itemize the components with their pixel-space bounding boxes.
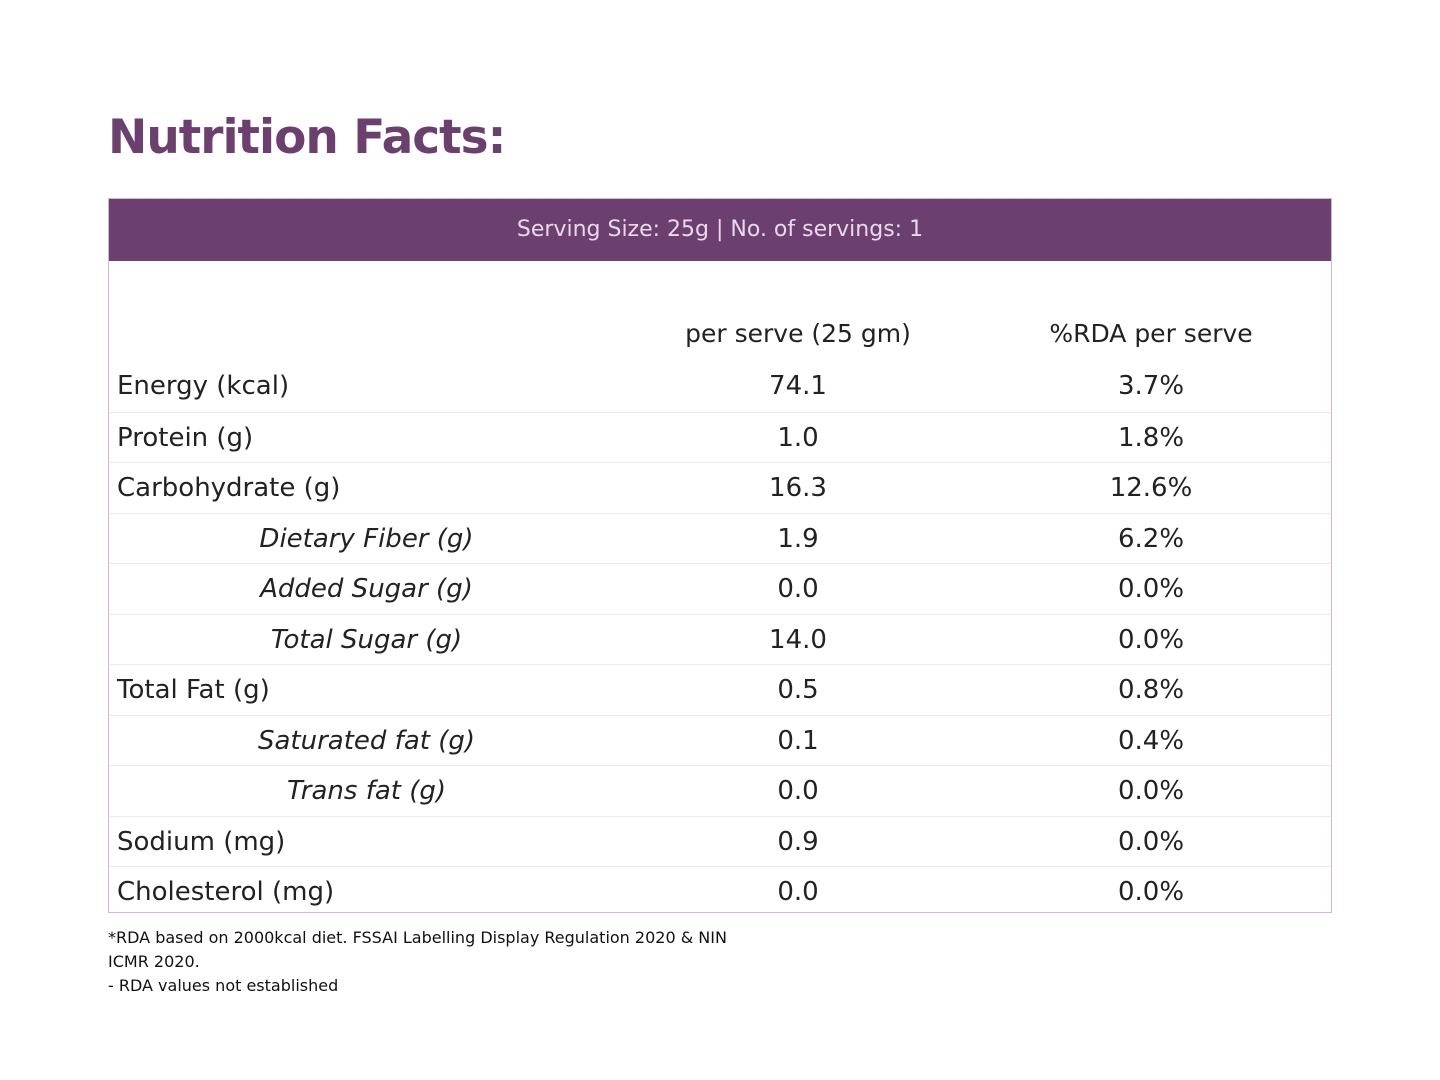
per-serve-value: 1.0	[777, 422, 819, 453]
table-row: Added Sugar (g) 0.0 0.0%	[109, 563, 1331, 614]
rda-value: 0.0%	[1117, 776, 1185, 806]
nutrient-name: Protein (g)	[117, 422, 254, 453]
rda-footnote: *RDA based on 2000kcal diet. FSSAI Label…	[108, 928, 727, 971]
page-title: Nutrition Facts:	[108, 110, 506, 165]
per-serve-value: 0.0	[777, 877, 819, 907]
rda-value: 0.8%	[1117, 675, 1185, 705]
table-row: Saturated fat (g) 0.1 0.4%	[109, 714, 1331, 766]
table-row: Energy (kcal) 74.1 3.7%	[109, 361, 1331, 412]
nutrient-name: Saturated fat (g)	[257, 725, 476, 756]
nutrient-name: Trans fat (g)	[286, 776, 447, 806]
nutrient-name: Carbohydrate (g)	[117, 473, 341, 503]
table-row: Trans fat (g) 0.0 0.0%	[109, 765, 1331, 816]
column-header-per-serve: per serve (25 gm)	[685, 319, 911, 348]
nutrient-name: Added Sugar (g)	[260, 574, 473, 604]
serving-size-banner: Serving Size: 25g | No. of servings: 1	[109, 199, 1331, 261]
nutrient-rows: Energy (kcal) 74.1 3.7% Protein (g) 1.0 …	[109, 361, 1331, 917]
table-row: Protein (g) 1.0 1.8%	[109, 411, 1331, 463]
rda-not-established-note: - RDA values not established	[108, 976, 339, 995]
per-serve-value: 0.9	[777, 826, 819, 857]
rda-value: 1.8%	[1117, 422, 1185, 453]
column-header-rda: %RDA per serve	[1049, 319, 1253, 348]
table-row: Total Sugar (g) 14.0 0.0%	[109, 613, 1331, 665]
per-serve-value: 74.1	[769, 371, 827, 401]
nutrition-table: Serving Size: 25g | No. of servings: 1 p…	[108, 198, 1332, 913]
rda-value: 3.7%	[1117, 371, 1185, 401]
rda-value: 12.6%	[1109, 473, 1193, 503]
per-serve-value: 0.0	[777, 776, 819, 806]
per-serve-value: 16.3	[769, 473, 827, 503]
per-serve-value: 1.9	[777, 523, 819, 554]
footnotes: *RDA based on 2000kcal diet. FSSAI Label…	[108, 926, 768, 998]
per-serve-value: 0.5	[777, 675, 819, 705]
rda-value: 0.0%	[1117, 877, 1185, 907]
per-serve-value: 0.0	[777, 574, 819, 604]
nutrient-name: Cholesterol (mg)	[117, 877, 335, 907]
rda-value: 0.0%	[1117, 624, 1185, 655]
rda-value: 0.4%	[1117, 725, 1185, 756]
table-row: Dietary Fiber (g) 1.9 6.2%	[109, 512, 1331, 564]
rda-value: 0.0%	[1117, 826, 1185, 857]
table-row: Carbohydrate (g) 16.3 12.6%	[109, 462, 1331, 513]
per-serve-value: 0.1	[777, 725, 819, 756]
table-row: Cholesterol (mg) 0.0 0.0%	[109, 866, 1331, 917]
nutrient-name: Sodium (mg)	[117, 826, 286, 857]
nutrient-name: Total Fat (g)	[117, 675, 270, 705]
rda-value: 6.2%	[1117, 523, 1185, 554]
table-row: Total Fat (g) 0.5 0.8%	[109, 664, 1331, 715]
nutrient-name: Dietary Fiber (g)	[259, 523, 474, 554]
per-serve-value: 14.0	[769, 624, 827, 655]
nutrient-name: Total Sugar (g)	[270, 624, 463, 655]
rda-value: 0.0%	[1117, 574, 1185, 604]
nutrient-name: Energy (kcal)	[117, 371, 290, 401]
table-row: Sodium (mg) 0.9 0.0%	[109, 815, 1331, 867]
